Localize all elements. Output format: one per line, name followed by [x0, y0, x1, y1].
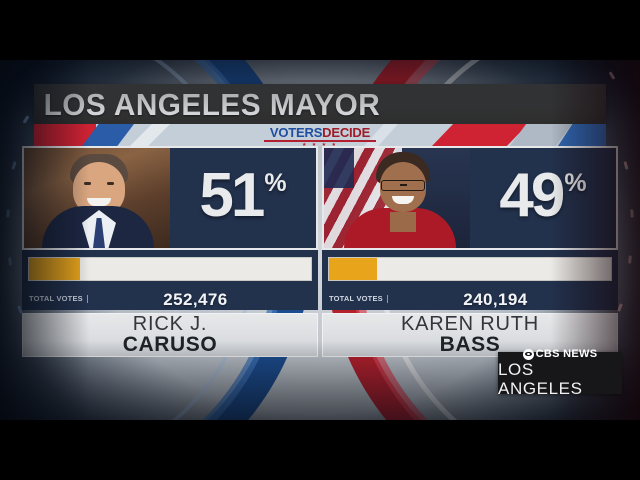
- portrait-eye-left: [84, 182, 91, 185]
- vote-bar-fill: [29, 258, 80, 280]
- cbs-news-logo-bug: CBS NEWS LOS ANGELES: [498, 348, 622, 398]
- candidate-last-name: BASS: [439, 333, 501, 356]
- candidate-photo-and-percent: 51 %: [22, 146, 318, 250]
- vote-bar-track: [28, 257, 312, 281]
- total-votes-value: 240,194: [463, 289, 528, 309]
- portrait-flag-canton: [324, 148, 354, 188]
- arc-tick: [630, 209, 634, 218]
- portrait-neck: [390, 212, 416, 232]
- cbs-eye-icon: [522, 348, 534, 360]
- badge-word-voters: VOTERS: [269, 125, 323, 140]
- vote-bar-track: [328, 257, 612, 281]
- percent-symbol: %: [264, 169, 287, 197]
- karen-bass-photo: [322, 146, 470, 250]
- voters-decide-badge: VOTERSDECIDE ★ ★ ★ ★: [255, 126, 385, 146]
- percent-value: 49: [499, 161, 565, 230]
- letterbox-bottom: [0, 420, 640, 480]
- vote-bar-row-caruso: [22, 250, 318, 288]
- letterbox-top: [0, 0, 640, 60]
- total-votes-row-bass: TOTAL VOTES 240,194: [322, 288, 618, 310]
- results-grid: 51 % TOTAL VOTES 252,476 RICK J.: [22, 146, 618, 357]
- rick-caruso-photo: [22, 146, 170, 250]
- total-votes-label: TOTAL VOTES: [29, 295, 88, 303]
- candidate-card-bass: 49 % TOTAL VOTES 240,194 KAREN RUTH: [322, 146, 618, 357]
- percent-block-bass: 49 %: [470, 146, 618, 250]
- badge-word-decide: DECIDE: [322, 125, 371, 140]
- cbs-network-line: CBS NEWS: [522, 348, 598, 360]
- cbs-market-label: LOS ANGELES: [498, 360, 583, 398]
- candidate-photo-and-percent: 49 %: [322, 146, 618, 250]
- page-title: LOS ANGELES MAYOR: [43, 86, 381, 122]
- percent-symbol: %: [564, 169, 587, 197]
- candidate-last-name: CARUSO: [122, 333, 218, 356]
- cbs-network-label: CBS NEWS: [535, 348, 598, 360]
- vote-bar-fill: [329, 258, 377, 280]
- candidate-card-caruso: 51 % TOTAL VOTES 252,476 RICK J.: [22, 146, 318, 357]
- patriotic-stripe-band: VOTERSDECIDE ★ ★ ★ ★: [34, 124, 606, 146]
- stripe-slash-left: [130, 124, 170, 146]
- broadcast-video-frame: LOS ANGELES MAYOR VOTERSDECIDE ★ ★ ★ ★: [0, 60, 640, 420]
- total-votes-row-caruso: TOTAL VOTES 252,476: [22, 288, 318, 310]
- vote-bar-row-bass: [322, 250, 618, 288]
- candidate-first-name: KAREN RUTH: [400, 313, 539, 335]
- percent-block-caruso: 51 %: [170, 146, 318, 250]
- voters-decide-words: VOTERSDECIDE: [255, 126, 385, 139]
- candidate-first-name: RICK J.: [132, 313, 208, 335]
- percent-value: 51: [199, 161, 265, 230]
- total-votes-label: TOTAL VOTES: [329, 295, 388, 303]
- total-votes-value: 252,476: [163, 289, 228, 309]
- nameplate-caruso: RICK J. CARUSO: [22, 313, 318, 357]
- race-title-bar: LOS ANGELES MAYOR: [34, 84, 606, 124]
- portrait-glasses-bridge: [400, 184, 407, 186]
- portrait-eye-right: [107, 182, 114, 185]
